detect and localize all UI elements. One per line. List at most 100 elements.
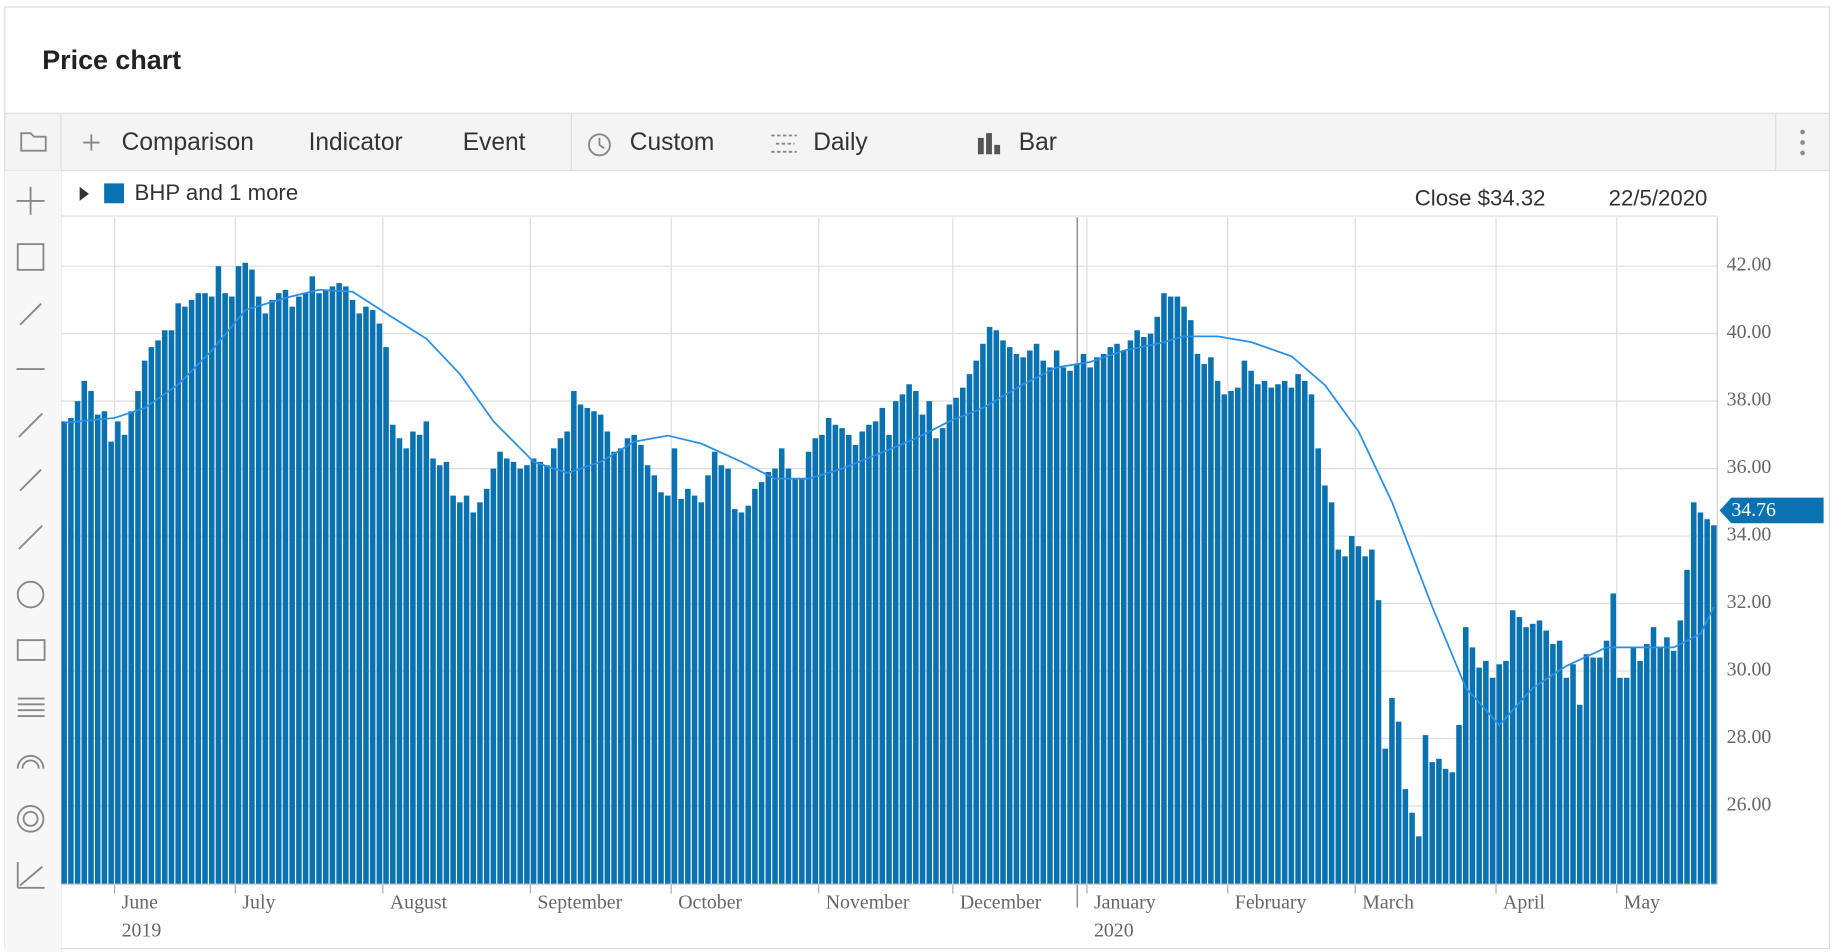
x-tick-label: June	[122, 892, 159, 914]
bar	[611, 451, 617, 885]
bar	[805, 451, 812, 885]
bar	[1456, 725, 1462, 885]
bar	[497, 451, 503, 885]
bar	[718, 465, 725, 885]
bar	[1295, 374, 1301, 885]
y-tick-label: 42.00	[1727, 254, 1772, 276]
bar	[1328, 502, 1335, 885]
bar	[249, 269, 255, 885]
bar	[946, 404, 953, 885]
bar	[396, 438, 403, 885]
bar	[302, 293, 309, 885]
bar	[1335, 549, 1342, 885]
bar	[1053, 350, 1060, 885]
bar	[1375, 600, 1382, 885]
bar	[349, 299, 356, 885]
custom-button[interactable]: Custom	[630, 129, 714, 156]
bar	[68, 418, 74, 885]
drawing-tools[interactable]	[16, 186, 46, 889]
bar	[477, 502, 483, 885]
bar	[1302, 380, 1308, 885]
bar	[1416, 836, 1422, 885]
date-label: 22/5/2020	[1609, 186, 1708, 211]
bar	[899, 394, 906, 885]
bar	[839, 428, 845, 885]
bar	[698, 502, 705, 885]
bar	[1181, 306, 1187, 885]
x-tick-label: November	[826, 892, 910, 914]
bar	[108, 441, 114, 885]
bar	[537, 461, 544, 885]
x-tick-label: March	[1362, 892, 1414, 914]
bar	[624, 438, 631, 885]
clock-icon	[587, 133, 611, 157]
bar	[369, 310, 376, 885]
bar	[1094, 357, 1100, 885]
bar	[1074, 364, 1080, 885]
bar	[115, 421, 121, 885]
bar	[1395, 721, 1402, 885]
bar	[457, 502, 463, 885]
plus-icon	[83, 134, 100, 151]
bar	[1261, 380, 1268, 885]
bar	[1382, 748, 1389, 885]
bar	[1442, 768, 1449, 885]
bar	[812, 438, 819, 885]
bar	[1208, 357, 1214, 885]
bar	[577, 404, 584, 885]
bar	[1154, 316, 1161, 885]
bar	[215, 266, 222, 885]
bar	[1141, 337, 1147, 885]
bar	[832, 424, 839, 885]
bar	[1429, 762, 1435, 885]
folder-icon[interactable]	[20, 132, 47, 152]
bar	[1369, 549, 1375, 885]
x-year-label: 2019	[122, 920, 162, 942]
bar	[1684, 569, 1690, 885]
comparison-button[interactable]: Comparison	[122, 129, 254, 156]
daily-button[interactable]: Daily	[813, 129, 868, 156]
bar	[1214, 380, 1221, 885]
bar	[1147, 333, 1154, 885]
y-tick-label: 32.00	[1727, 591, 1772, 613]
close-label: Close $34.32	[1415, 186, 1546, 211]
bar	[282, 289, 289, 885]
bar	[846, 434, 852, 885]
bar	[618, 448, 624, 885]
bar	[584, 407, 591, 885]
bar	[175, 303, 181, 885]
bar	[1275, 384, 1281, 885]
bar	[785, 468, 792, 885]
bar	[1436, 758, 1442, 885]
bar	[276, 293, 282, 885]
bar	[1067, 370, 1073, 885]
bar	[638, 444, 644, 885]
more-icon[interactable]	[1800, 129, 1805, 156]
bar	[711, 451, 718, 885]
bar	[1704, 519, 1710, 885]
event-button[interactable]: Event	[463, 129, 526, 156]
y-tick-label: 28.00	[1727, 726, 1772, 748]
bar	[1530, 623, 1536, 885]
bar	[363, 306, 369, 885]
y-tick-label: 38.00	[1727, 389, 1772, 411]
bar	[685, 488, 691, 885]
bar	[135, 391, 141, 885]
bar	[1060, 367, 1067, 885]
bar-type-button[interactable]: Bar	[1019, 129, 1057, 156]
bar	[168, 330, 175, 885]
bar	[162, 330, 168, 885]
legend-label[interactable]: BHP and 1 more	[135, 180, 299, 205]
x-tick-label: September	[537, 892, 622, 914]
y-tick-label: 26.00	[1727, 794, 1772, 816]
indicator-button[interactable]: Indicator	[309, 129, 403, 156]
bar	[101, 411, 108, 885]
bar	[651, 475, 658, 885]
bar	[1711, 525, 1717, 885]
legend-expand[interactable]	[79, 186, 89, 201]
bar	[423, 421, 430, 885]
bar	[121, 434, 128, 885]
bar	[1308, 394, 1315, 885]
bar	[1047, 367, 1053, 885]
